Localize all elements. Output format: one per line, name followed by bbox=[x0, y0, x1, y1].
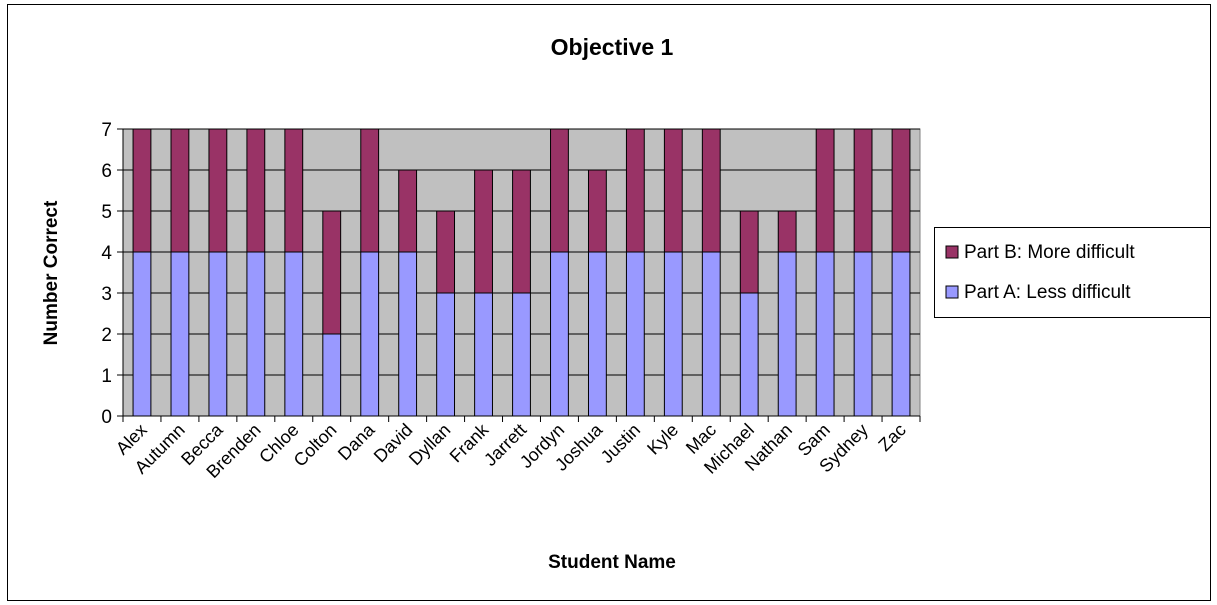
bar-part-b-dyllan bbox=[436, 210, 456, 294]
bar-part-b-brenden bbox=[246, 128, 266, 253]
bar-part-a-chloe bbox=[284, 251, 304, 417]
bar-part-a-justin bbox=[625, 251, 645, 417]
bar-part-b-colton bbox=[322, 210, 342, 335]
bar-part-a-sydney bbox=[853, 251, 873, 417]
bar-part-b-jordyn bbox=[550, 128, 569, 253]
bar-part-a-becca bbox=[208, 251, 228, 417]
y-tick-label: 5 bbox=[101, 202, 112, 223]
bar-part-a-jordyn bbox=[550, 251, 569, 417]
axes bbox=[117, 128, 921, 422]
bar-part-b-jarrett bbox=[512, 169, 531, 294]
bar-part-b-sydney bbox=[853, 128, 873, 253]
bar-part-a-jarrett bbox=[512, 292, 531, 417]
bar-part-b-kyle bbox=[663, 128, 683, 253]
bar-part-b-frank bbox=[474, 169, 493, 294]
bars bbox=[132, 128, 911, 417]
x-axis-title: Student Name bbox=[548, 552, 676, 573]
bar-part-a-michael bbox=[739, 292, 759, 417]
legend-box bbox=[934, 227, 1211, 318]
y-tick-label: 6 bbox=[101, 161, 112, 182]
chart-title: Objective 1 bbox=[551, 34, 674, 60]
bar-part-a-joshua bbox=[587, 251, 607, 417]
bar-part-b-justin bbox=[625, 128, 645, 253]
legend-items: Part B: More difficult Part A: Less diffi… bbox=[945, 242, 1135, 303]
bar-part-b-michael bbox=[739, 210, 759, 294]
legend-label: Part A: Less difficult bbox=[964, 282, 1131, 303]
legend: Part B: More difficult Part A: Less diffi… bbox=[934, 227, 1211, 318]
bar-part-a-nathan bbox=[777, 251, 797, 417]
bar-part-a-zac bbox=[891, 251, 911, 417]
legend-label: Part B: More difficult bbox=[964, 242, 1135, 263]
y-tick-label: 0 bbox=[101, 407, 112, 428]
bar-part-b-sam bbox=[815, 128, 835, 253]
bar-part-b-chloe bbox=[284, 128, 304, 253]
bar-part-a-dyllan bbox=[436, 292, 456, 417]
bar-part-a-autumn bbox=[170, 251, 190, 417]
bar-part-a-kyle bbox=[663, 251, 683, 417]
legend-swatch bbox=[945, 245, 959, 259]
bar-part-a-david bbox=[398, 251, 418, 417]
bar-part-a-sam bbox=[815, 251, 835, 417]
bar-part-a-brenden bbox=[246, 251, 266, 417]
legend-swatch bbox=[945, 285, 959, 299]
bar-part-b-autumn bbox=[170, 128, 190, 253]
bar-part-a-mac bbox=[701, 251, 721, 417]
y-tick-label: 2 bbox=[101, 325, 112, 346]
bar-part-a-colton bbox=[322, 333, 342, 417]
bar-part-b-dana bbox=[360, 128, 380, 253]
bar-part-b-alex bbox=[132, 128, 152, 253]
bar-part-a-alex bbox=[132, 251, 152, 417]
bar-part-b-david bbox=[398, 169, 418, 253]
y-tick-label: 4 bbox=[101, 243, 112, 264]
y-tick-label: 1 bbox=[101, 366, 112, 387]
bar-part-b-joshua bbox=[587, 169, 607, 253]
y-tick-label: 7 bbox=[101, 120, 112, 141]
bar-part-b-zac bbox=[891, 128, 911, 253]
bar-part-a-dana bbox=[360, 251, 380, 417]
bar-part-b-nathan bbox=[777, 210, 797, 253]
bar-part-a-frank bbox=[474, 292, 493, 417]
y-axis-title: Number Correct bbox=[41, 200, 62, 345]
y-tick-label: 3 bbox=[101, 284, 112, 305]
y-tick-labels: 0 1 2 3 4 5 6 7 bbox=[101, 120, 112, 428]
bar-part-b-mac bbox=[701, 128, 721, 253]
bar-part-b-becca bbox=[208, 128, 228, 253]
